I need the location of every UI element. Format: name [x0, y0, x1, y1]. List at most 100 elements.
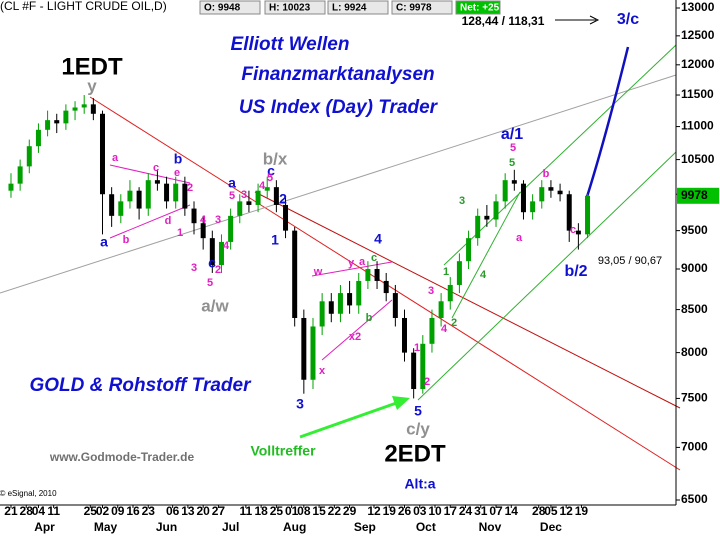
x-tick-label: 11	[47, 504, 60, 518]
annotation: Elliott Wellen	[231, 34, 350, 55]
annotation: 1	[177, 227, 183, 239]
candle-body	[548, 187, 554, 191]
candle-body	[429, 317, 435, 344]
annotation: 3	[428, 285, 434, 297]
x-tick-label: 11	[240, 504, 253, 518]
annotation: 5	[510, 142, 516, 154]
candle-body	[402, 317, 408, 353]
annotation: a	[359, 256, 366, 268]
annotation: y	[87, 76, 97, 95]
y-tick-label: 11500	[681, 87, 714, 101]
candle-body	[337, 293, 343, 314]
y-tick-label: 12500	[681, 28, 715, 42]
candle-body	[255, 190, 261, 205]
candle-body	[310, 326, 316, 380]
candle-body	[26, 146, 32, 167]
candle-body	[209, 238, 215, 266]
x-tick-label: 03	[413, 504, 427, 518]
candle-body	[154, 180, 160, 184]
annotation: c	[570, 224, 576, 236]
candle-body	[420, 343, 426, 390]
x-tick-label: 21	[4, 504, 18, 518]
y-tick-label: 7500	[681, 391, 708, 405]
annotation: 3	[296, 396, 304, 412]
annotation: 1	[271, 232, 279, 248]
y-tick-label: 9000	[681, 261, 708, 275]
candle-body	[81, 104, 87, 108]
x-tick-label: 28	[532, 504, 546, 518]
month-label: Jul	[222, 520, 239, 534]
candle-body	[511, 180, 517, 184]
annotation: 4	[480, 269, 487, 281]
annotation: d	[165, 215, 172, 227]
x-tick-label: 17	[444, 504, 458, 518]
annotation: 3	[215, 214, 221, 226]
annotation: b	[123, 234, 130, 246]
x-tick-label: 09	[111, 504, 125, 518]
candle-body	[173, 183, 179, 202]
candle-body	[45, 120, 51, 130]
annotation: c	[267, 163, 275, 179]
candle-body	[99, 113, 105, 195]
candle-body	[438, 301, 444, 318]
annotation: e	[174, 167, 180, 179]
candle-body	[539, 187, 545, 202]
x-tick-label: 31	[474, 504, 488, 518]
x-tick-label: 22	[328, 504, 342, 518]
annotation: a	[516, 232, 523, 244]
candle-body	[585, 195, 591, 235]
quote-box	[455, 0, 501, 15]
candle-body	[246, 201, 252, 205]
annotation: c	[208, 255, 216, 271]
x-tick-label: 05	[544, 504, 558, 518]
x-tick-label: 19	[383, 504, 397, 518]
candle-body	[127, 190, 133, 202]
x-tick-label: 26	[398, 504, 412, 518]
candle-body	[328, 301, 334, 314]
candle-body	[530, 201, 536, 213]
x-tick-label: 25	[270, 504, 284, 518]
candle-body	[566, 194, 572, 231]
annotation: 5	[509, 157, 515, 169]
month-label: Dec	[540, 520, 562, 534]
annotation: 5	[229, 190, 235, 202]
candle-body	[90, 104, 96, 114]
y-tick-label: 13000	[681, 0, 715, 14]
pattern-line	[311, 261, 393, 277]
candle-body	[365, 269, 371, 281]
candle-body	[411, 352, 417, 390]
candle-body	[575, 230, 581, 235]
annotation: 2	[279, 191, 287, 207]
x-tick-label: 19	[575, 504, 589, 518]
chart-title: (CL #F - LIGHT CRUDE OIL,D)	[0, 0, 167, 13]
annotation: x	[319, 365, 326, 377]
x-tick-label: 07	[489, 504, 503, 518]
annotation: a	[100, 234, 108, 250]
candle-body	[218, 241, 224, 266]
annotation: www.Godmode-Trader.de	[49, 450, 195, 464]
candle-body	[484, 215, 490, 220]
annotation: a	[228, 175, 236, 191]
annotation: 4	[441, 323, 448, 335]
annotation: 93,05 / 90,67	[598, 255, 662, 267]
y-tick-label: 8500	[681, 302, 708, 316]
arrow-head	[392, 396, 410, 410]
candle-body	[374, 269, 380, 281]
pattern-line	[321, 299, 393, 361]
quote-text: O: 9948	[204, 3, 241, 14]
candle-body	[17, 166, 23, 184]
x-tick-label: 15	[312, 504, 326, 518]
channel-line	[417, 151, 677, 401]
quote-box	[391, 0, 453, 15]
candle-body	[191, 208, 197, 224]
x-tick-label: 18	[254, 504, 268, 518]
month-label: Aug	[283, 520, 306, 534]
projection-line	[584, 46, 630, 201]
annotation: 4	[259, 180, 266, 192]
month-label: Sep	[354, 520, 376, 534]
annotation: b/x	[263, 149, 288, 168]
annotation: c	[153, 162, 159, 174]
candle-body	[301, 317, 307, 380]
